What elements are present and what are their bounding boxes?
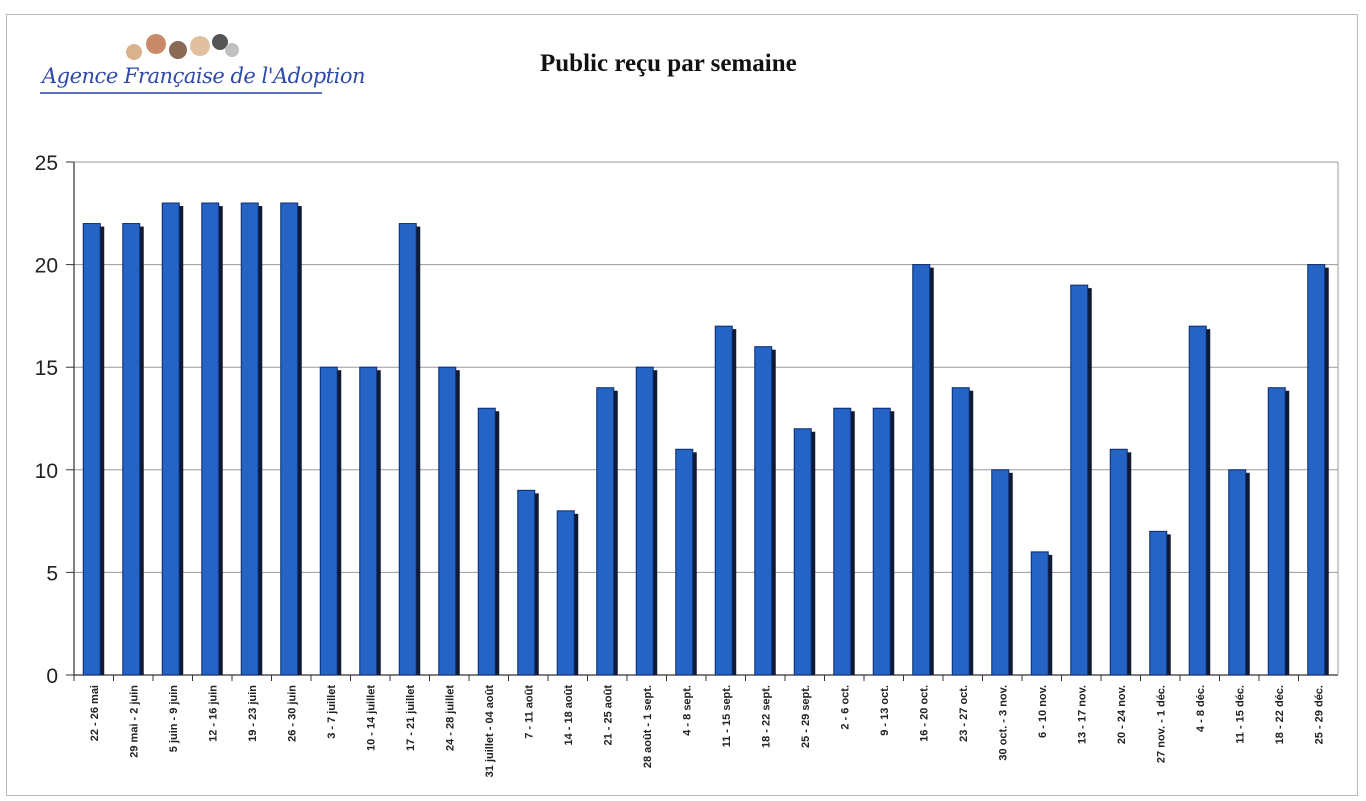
x-tick-label: 6 - 10 nov. [1037, 685, 1049, 738]
bar [596, 387, 615, 676]
bar [1188, 325, 1207, 676]
bar [754, 346, 773, 676]
bar [319, 366, 338, 676]
bar [635, 366, 654, 676]
bar [1030, 551, 1049, 676]
x-tick-label: 12 - 16 juin [207, 685, 219, 742]
x-tick-label: 11 - 15 sept. [721, 685, 733, 747]
bar [951, 387, 970, 676]
x-tick-label: 25 - 29 déc. [1313, 685, 1325, 744]
bar [280, 202, 299, 676]
chart-title: Public reçu par semaine [540, 50, 797, 77]
bar [517, 489, 536, 676]
y-tick-label: 25 [35, 152, 58, 175]
bar [122, 223, 141, 676]
x-tick-label: 3 - 7 juillet [326, 685, 338, 739]
bar [1149, 530, 1168, 676]
y-tick-label: 20 [35, 255, 58, 278]
x-tick-label: 7 - 11 août [523, 685, 535, 739]
bar [714, 325, 733, 676]
bar [912, 264, 931, 676]
bar [1109, 448, 1128, 676]
bar [1307, 264, 1326, 676]
bar [556, 510, 575, 676]
chart-frame [6, 14, 1358, 796]
x-tick-label: 4 - 8 sept. [681, 685, 693, 736]
bar [398, 223, 417, 676]
bar [833, 407, 852, 676]
x-tick-label: 27 nov. - 1 déc. [1155, 685, 1167, 763]
bar [161, 202, 180, 676]
x-tick-label: 10 - 14 juillet [365, 685, 377, 751]
bar [1070, 284, 1089, 676]
logo: Agence Française de l'Adoption [38, 30, 366, 100]
x-tick-label: 20 - 24 nov. [1116, 685, 1128, 744]
bar [240, 202, 259, 676]
x-tick-label: 29 mai - 2 juin [128, 685, 140, 758]
y-tick-label: 15 [35, 357, 58, 380]
x-tick-label: 31 juillet - 04 août [484, 685, 496, 778]
bar [675, 448, 694, 676]
bar [201, 202, 220, 676]
x-tick-label: 18 - 22 déc. [1274, 685, 1286, 744]
logo-underline [40, 92, 322, 94]
x-tick-label: 30 oct. - 3 nov. [997, 685, 1009, 761]
x-tick-label: 19 - 23 juin [247, 685, 259, 742]
bar [477, 407, 496, 676]
bar [1228, 469, 1247, 676]
x-tick-label: 13 - 17 nov. [1076, 685, 1088, 744]
x-tick-label: 25 - 29 sept. [800, 685, 812, 748]
x-tick-label: 9 - 13 oct. [879, 685, 891, 736]
x-tick-label: 2 - 6 oct. [839, 685, 851, 730]
x-tick-label: 16 - 20 oct. [918, 685, 930, 742]
x-tick-label: 22 - 26 mai [89, 685, 101, 741]
x-tick-label: 17 - 21 juillet [405, 685, 417, 751]
x-tick-label: 4 - 8 déc. [1195, 685, 1207, 732]
bar [872, 407, 891, 676]
x-tick-label: 5 juin - 9 juin [168, 685, 180, 753]
x-tick-label: 11 - 15 déc. [1234, 685, 1246, 744]
y-tick-label: 10 [35, 460, 58, 483]
bar [793, 428, 812, 676]
logo-text: Agence Française de l'Adoption [42, 64, 366, 88]
x-tick-label: 14 - 18 août [563, 685, 575, 746]
x-tick-label: 21 - 25 août [602, 685, 614, 746]
x-tick-label: 24 - 28 juillet [444, 685, 456, 751]
bar [359, 366, 378, 676]
x-tick-label: 23 - 27 oct. [958, 685, 970, 742]
y-tick-label: 5 [46, 562, 58, 585]
logo-illustration-icon [126, 34, 239, 60]
x-tick-label: 18 - 22 sept. [760, 685, 772, 748]
bar [991, 469, 1010, 676]
bar [82, 223, 101, 676]
x-tick-label: 26 - 30 juin [286, 685, 298, 742]
y-tick-label: 0 [46, 665, 58, 688]
bar [438, 366, 457, 676]
bar [1267, 387, 1286, 676]
x-tick-label: 28 août - 1 sept. [642, 685, 654, 768]
